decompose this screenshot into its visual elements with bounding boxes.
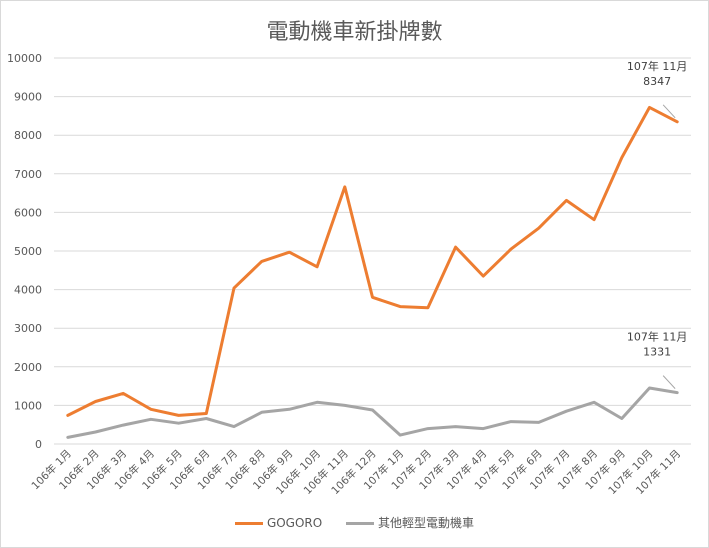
legend-item-gogoro: GOGORO xyxy=(234,516,323,530)
y-tick-label: 8000 xyxy=(14,129,42,142)
data-annotations: 107年 11月 8347 107年 11月 1331 xyxy=(627,59,688,389)
gridlines xyxy=(54,57,691,445)
chart-title: 電動機車新掛牌數 xyxy=(266,20,443,45)
y-tick-label: 2000 xyxy=(14,361,42,374)
legend-swatch-gogoro xyxy=(234,522,263,525)
annotation-label: 107年 11月 xyxy=(627,59,688,73)
legend-label-gogoro: GOGORO xyxy=(266,516,323,530)
series-line-1 xyxy=(66,386,679,439)
annotation-value: 8347 xyxy=(643,75,671,88)
legend: GOGORO 其他輕型電動機車 xyxy=(0,514,709,531)
y-tick-label: 6000 xyxy=(14,206,42,219)
annotation-label: 107年 11月 xyxy=(627,330,688,344)
y-tick-label: 4000 xyxy=(14,284,42,297)
y-tick-label: 9000 xyxy=(14,91,42,104)
y-tick-label: 3000 xyxy=(14,322,42,335)
y-tick-label: 5000 xyxy=(14,245,42,258)
y-tick-label: 10000 xyxy=(7,52,42,65)
annotation-value: 1331 xyxy=(643,346,671,359)
legend-item-other: 其他輕型電動機車 xyxy=(346,514,474,531)
y-tick-label: 0 xyxy=(35,438,42,451)
series-lines xyxy=(66,105,679,439)
legend-label-other: 其他輕型電動機車 xyxy=(378,516,475,530)
y-tick-label: 1000 xyxy=(14,399,42,412)
y-tick-label: 7000 xyxy=(14,168,42,181)
series-line-0 xyxy=(66,105,679,417)
annotation-leader xyxy=(662,375,676,389)
legend-swatch-other xyxy=(346,522,375,525)
y-axis-ticks: 0 1000 2000 3000 4000 5000 6000 7000 8000 9000 100… xyxy=(7,52,42,451)
annotation-leader xyxy=(662,104,676,119)
